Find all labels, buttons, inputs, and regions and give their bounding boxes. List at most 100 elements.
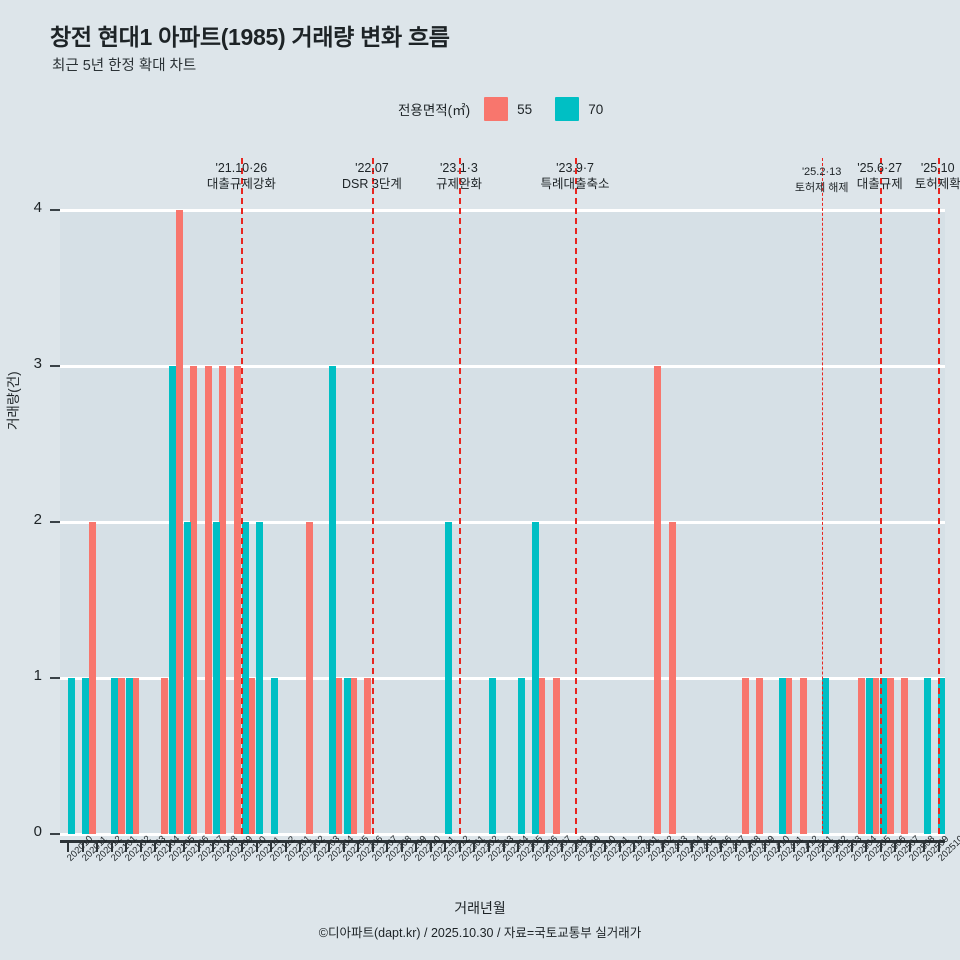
event-text: 토허제확 [914, 177, 960, 191]
event-line-202207 [371, 158, 374, 834]
gridline-2 [60, 520, 945, 524]
legend-label-70: 70 [588, 101, 604, 117]
bar-55-202412 [785, 678, 793, 834]
bar-70-202102 [125, 678, 133, 834]
bar-70-202411 [778, 678, 786, 834]
x-tick-mark-202510 [937, 840, 940, 852]
x-tick-mark-202012 [96, 840, 99, 852]
y-tick-mark-4 [50, 209, 60, 211]
x-tick-mark-202101 [110, 840, 113, 852]
y-tick-mark-1 [50, 677, 60, 679]
legend-label-55: 55 [517, 101, 533, 117]
x-tick-mark-202306 [531, 840, 534, 852]
x-tick-mark-202310 [589, 840, 592, 852]
event-date: '25.2·13 [801, 166, 842, 178]
bar-55-202103 [132, 678, 140, 834]
x-tick-mark-202108 [212, 840, 215, 852]
x-tick-mark-202104 [154, 840, 157, 852]
bar-70-202110 [241, 522, 249, 834]
event-line-202502 [821, 158, 823, 834]
y-tick-label-2: 2 [33, 511, 42, 528]
x-tick-mark-202304 [502, 840, 505, 852]
y-tick-label-0: 0 [33, 823, 42, 840]
x-tick-mark-202109 [226, 840, 229, 852]
x-tick-mark-202504 [850, 840, 853, 852]
legend: 전용면적(㎡) 55 70 [398, 97, 617, 121]
event-annotation-202301: '23.1·3 규제완화 [399, 160, 519, 192]
x-tick-mark-202309 [575, 840, 578, 852]
event-line-202301 [458, 158, 461, 834]
x-tick-mark-202202 [299, 840, 302, 852]
event-line-202506 [879, 158, 882, 834]
bar-55-202111 [248, 678, 256, 834]
y-tick-mark-2 [50, 521, 60, 523]
bar-55-202403 [654, 366, 662, 834]
x-tick-mark-202311 [604, 840, 607, 852]
x-tick-mark-202211 [429, 840, 432, 852]
bar-55-202106 [175, 210, 183, 834]
x-tick-mark-202407 [720, 840, 723, 852]
bar-70-202105 [169, 366, 177, 834]
event-date: '22.07 [355, 161, 389, 175]
x-tick-mark-202505 [865, 840, 868, 852]
event-annotation-202309: '23.9·7 특례대출축소 [515, 160, 635, 192]
x-tick-mark-202212 [444, 840, 447, 852]
bar-70-202111 [256, 522, 264, 834]
bar-55-202102 [117, 678, 125, 834]
event-annotation-202207: '22.07 DSR 3단계 [312, 160, 432, 192]
x-tick-mark-202408 [734, 840, 737, 852]
bar-70-202509 [923, 678, 931, 834]
legend-swatch-55 [484, 97, 509, 121]
y-tick-label-3: 3 [33, 355, 42, 372]
bar-55-202410 [756, 678, 764, 834]
x-tick-mark-202401 [633, 840, 636, 852]
bar-70-202510 [938, 678, 946, 834]
bar-70-202010 [67, 678, 75, 834]
x-tick-mark-202105 [168, 840, 171, 852]
x-tick-mark-202106 [183, 840, 186, 852]
bar-70-202506 [880, 678, 888, 834]
bar-55-202205 [335, 678, 343, 834]
bar-70-202212 [445, 522, 453, 834]
x-tick-mark-202112 [270, 840, 273, 852]
x-tick-mark-202508 [908, 840, 911, 852]
y-tick-label-1: 1 [33, 667, 42, 684]
y-axis-title: 거래량(건) [6, 371, 21, 430]
x-tick-mark-202110 [241, 840, 244, 852]
gridline-0 [60, 832, 945, 836]
x-tick-mark-202411 [778, 840, 781, 852]
x-tick-mark-202503 [836, 840, 839, 852]
event-text: 대출규제 [856, 177, 903, 191]
bar-55-202207 [364, 678, 372, 834]
event-date: '23.9·7 [556, 161, 594, 175]
x-tick-mark-202307 [546, 840, 549, 852]
page-title: 창전 현대1 아파트(1985) 거래량 변화 흐름 [50, 24, 450, 50]
x-tick-mark-202409 [749, 840, 752, 852]
x-tick-mark-202305 [517, 840, 519, 852]
bar-70-202011 [82, 678, 90, 834]
legend-title: 전용면적(㎡) [398, 103, 471, 118]
gridline-4 [60, 208, 945, 212]
event-date: '21.10·26 [215, 161, 268, 175]
bar-70-202505 [865, 678, 873, 834]
page-subtitle: 최근 5년 한정 확대 차트 [52, 58, 197, 74]
x-tick-mark-202308 [560, 840, 563, 852]
event-text: 규제완화 [435, 177, 482, 191]
bar-55-202409 [741, 678, 749, 834]
x-tick-mark-202107 [197, 840, 200, 852]
event-annotation-202506: '25.6·27 대출규제 [820, 160, 940, 192]
bar-55-202206 [349, 678, 357, 834]
bar-55-202307 [538, 678, 546, 834]
x-tick-mark-202103 [139, 840, 142, 852]
bar-70-202112 [270, 678, 278, 834]
x-tick-mark-202206 [357, 840, 360, 852]
plot-area [60, 158, 946, 836]
bar-70-202106 [183, 522, 191, 834]
x-tick-mark-202502 [821, 840, 824, 852]
y-tick-mark-0 [50, 833, 60, 835]
x-tick-mark-202204 [328, 840, 331, 852]
bar-70-202305 [517, 678, 525, 834]
bar-55-202107 [190, 366, 198, 834]
bar-55-202506 [872, 678, 880, 834]
event-date: '23.1·3 [440, 161, 478, 175]
